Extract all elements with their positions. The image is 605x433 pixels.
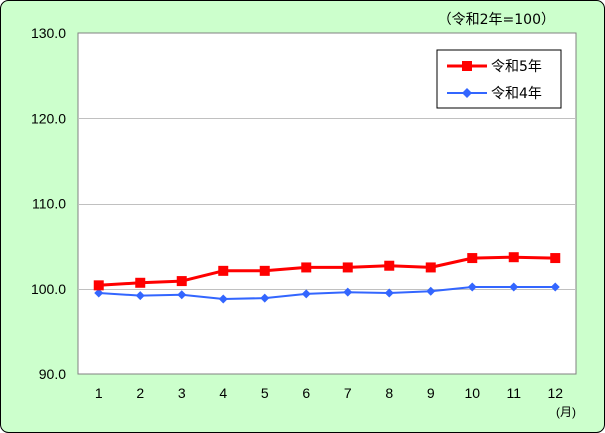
data-point-square bbox=[342, 262, 353, 273]
legend: 令和5年 令和4年 bbox=[436, 49, 562, 109]
x-tick-label: 9 bbox=[427, 385, 435, 401]
legend-marker-series-2023 bbox=[462, 61, 472, 71]
data-point-diamond bbox=[384, 288, 394, 298]
legend-label-series-2022: 令和4年 bbox=[491, 86, 542, 102]
x-tick-label: 11 bbox=[506, 385, 521, 401]
legend-marker-series-2022 bbox=[462, 88, 472, 98]
x-tick-label: 7 bbox=[344, 385, 352, 401]
y-axis-tick-labels: 90.0 100.0 110.0 120.0 130.0 bbox=[31, 25, 66, 382]
data-point-square bbox=[301, 262, 312, 273]
data-point-square bbox=[508, 252, 519, 263]
x-tick-label: 12 bbox=[547, 385, 563, 401]
data-point-square bbox=[93, 280, 104, 291]
x-tick-label: 8 bbox=[385, 385, 393, 401]
series-line bbox=[98, 286, 556, 300]
data-point-diamond bbox=[550, 282, 560, 292]
x-tick-label: 6 bbox=[302, 385, 310, 401]
legend-label-series-2023: 令和5年 bbox=[491, 59, 542, 75]
series-1 bbox=[94, 282, 560, 304]
data-point-square bbox=[218, 265, 229, 276]
series-0 bbox=[93, 252, 561, 291]
y-tick-label: 100.0 bbox=[31, 281, 66, 297]
unit-note: （令和2年=100） bbox=[438, 12, 555, 28]
x-tick-label: 1 bbox=[95, 385, 103, 401]
y-tick-label: 130.0 bbox=[31, 25, 66, 41]
series-line bbox=[98, 255, 556, 287]
x-tick-label: 4 bbox=[219, 385, 227, 401]
x-tick-label: 10 bbox=[464, 385, 480, 401]
data-point-square bbox=[259, 265, 270, 276]
y-tick-label: 110.0 bbox=[32, 196, 66, 212]
data-point-square bbox=[176, 276, 187, 287]
data-point-square bbox=[384, 260, 395, 271]
x-tick-label: 5 bbox=[261, 385, 269, 401]
x-axis-tick-labels: 1 2 3 4 5 6 7 8 9 10 11 12 bbox=[95, 385, 563, 401]
data-point-diamond bbox=[467, 282, 477, 292]
data-point-diamond bbox=[218, 294, 228, 304]
data-point-diamond bbox=[94, 288, 104, 298]
y-tick-label: 120.0 bbox=[31, 110, 66, 126]
data-point-diamond bbox=[509, 282, 519, 292]
gridlines bbox=[78, 118, 576, 290]
x-tick-label: 3 bbox=[178, 385, 186, 401]
data-point-diamond bbox=[260, 293, 270, 303]
series-layer bbox=[93, 252, 561, 304]
data-point-square bbox=[135, 277, 146, 288]
data-point-diamond bbox=[135, 291, 145, 301]
x-tick-label: 2 bbox=[136, 385, 144, 401]
x-axis-unit: (月) bbox=[556, 405, 576, 419]
data-point-diamond bbox=[177, 290, 187, 300]
data-point-diamond bbox=[301, 289, 311, 299]
data-point-square bbox=[550, 253, 561, 264]
data-point-square bbox=[467, 253, 478, 264]
data-point-diamond bbox=[426, 286, 436, 296]
legend-box bbox=[436, 49, 562, 109]
data-point-diamond bbox=[343, 287, 353, 297]
y-tick-label: 90.0 bbox=[39, 366, 66, 382]
data-point-square bbox=[425, 262, 436, 273]
